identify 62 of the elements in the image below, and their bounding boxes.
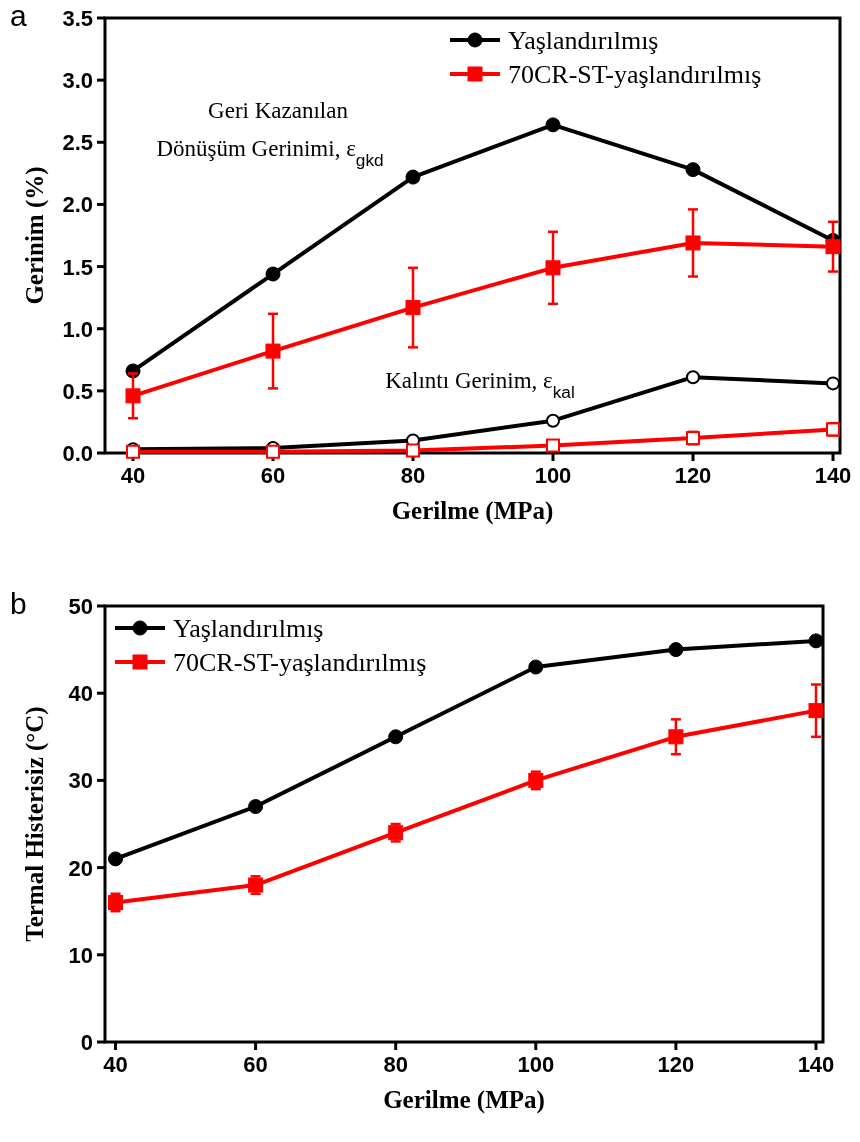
y-tick-label: 40 — [68, 681, 93, 707]
point — [668, 729, 684, 745]
point — [808, 703, 824, 719]
x-tick-label: 80 — [400, 463, 426, 488]
point — [546, 413, 560, 428]
point — [528, 659, 544, 675]
y-tick-label: 2.5 — [62, 130, 93, 156]
text: b — [10, 587, 27, 620]
point — [686, 370, 700, 385]
point — [826, 376, 840, 391]
x-tick-label: 60 — [260, 463, 286, 488]
annotation: Kalıntı Gerinim, ε$_{kal}$ — [385, 368, 575, 402]
point — [248, 799, 264, 815]
y-tick-label: 2.0 — [62, 192, 93, 218]
point — [125, 388, 141, 404]
y-tick-label: 0.0 — [62, 441, 93, 466]
legend-label: 70CR-ST-yaşlandırılmış — [173, 648, 427, 677]
x-tick-label: 40 — [120, 463, 146, 488]
legend-label: Yaşlandırılmış — [508, 26, 659, 55]
y-axis-title: Gerinim (%) — [21, 166, 49, 305]
point — [265, 266, 281, 282]
point — [825, 239, 841, 255]
point — [685, 235, 701, 251]
point — [546, 438, 560, 453]
point — [405, 169, 421, 185]
y-tick-label: 0 — [80, 1030, 93, 1055]
x-tick-label: 140 — [814, 463, 852, 488]
point — [545, 260, 561, 276]
x-tick-label: 40 — [103, 1052, 128, 1077]
point — [265, 343, 281, 359]
legend-label: 70CR-ST-yaşlandırılmış — [508, 60, 762, 89]
point — [108, 851, 124, 867]
y-tick-label: 50 — [68, 594, 93, 619]
point — [668, 642, 684, 658]
legend-label: Yaşlandırılmış — [173, 614, 324, 643]
x-axis-title: Gerilme (MPa) — [391, 497, 554, 525]
point — [406, 443, 420, 458]
point — [808, 633, 824, 649]
x-tick-label: 100 — [534, 463, 572, 488]
point — [388, 729, 404, 745]
y-tick-label: 0.5 — [62, 378, 93, 404]
x-axis-title: Gerilme (MPa) — [383, 1086, 545, 1114]
annotation: Dönüşüm Gerinimi, ε$_{gkd}$ — [156, 136, 384, 170]
text: a — [10, 0, 27, 32]
y-tick-label: 10 — [68, 942, 93, 968]
x-tick-label: 100 — [517, 1052, 555, 1077]
y-tick-label: 1.5 — [62, 254, 93, 280]
x-tick-label: 140 — [797, 1052, 835, 1077]
annotation: Geri Kazanılan — [208, 98, 349, 123]
y-tick-label: 3.5 — [62, 6, 93, 31]
x-tick-label: 60 — [243, 1052, 268, 1077]
y-tick-label: 20 — [68, 855, 93, 881]
y-tick-label: 30 — [68, 768, 93, 794]
point — [405, 300, 421, 316]
point — [545, 117, 561, 133]
x-tick-label: 80 — [383, 1052, 408, 1077]
y-tick-label: 3.0 — [62, 68, 93, 94]
x-tick-label: 120 — [657, 1052, 695, 1077]
y-axis-title: Termal Histerisiz (°C) — [21, 706, 49, 942]
y-tick-label: 1.0 — [62, 316, 93, 342]
point — [685, 162, 701, 178]
x-tick-label: 120 — [674, 463, 712, 488]
